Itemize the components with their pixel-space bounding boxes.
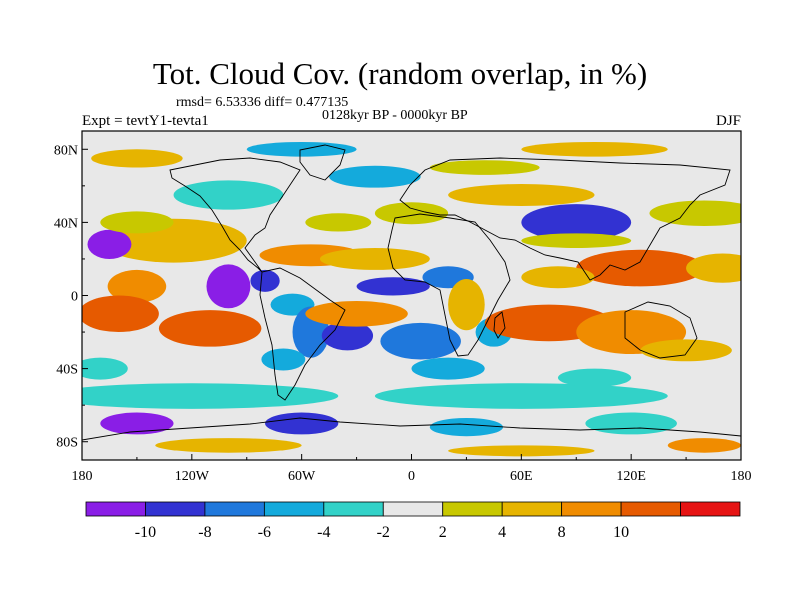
anomaly-patch-35 <box>429 160 540 175</box>
anomaly-patch-16 <box>305 300 408 327</box>
anomaly-patch-6 <box>206 264 251 309</box>
anomaly-patch-33 <box>329 165 421 188</box>
anomaly-patch-48 <box>82 357 128 380</box>
anomaly-patch-31 <box>649 200 741 227</box>
anomaly-patch-45 <box>667 438 741 453</box>
colorbar-label-8: 10 <box>613 524 629 541</box>
anomaly-patch-5 <box>100 211 174 234</box>
anomaly-patch-38 <box>91 149 183 168</box>
colorbar: -10 -8 -6 -4 -2 2 4 8 10 <box>85 501 741 541</box>
colorbar-swatch-1 <box>145 501 206 517</box>
period-text: 0128kyr BP - 0000kyr BP <box>322 108 468 123</box>
coastline-south-america <box>259 267 346 401</box>
anomaly-patch-11 <box>261 348 306 371</box>
coastline-madagascar <box>493 311 506 339</box>
experiment-label: Expt = tevtY1-tevta1 <box>82 113 209 129</box>
anomaly-patch-49 <box>557 368 632 387</box>
anomaly-patch-18 <box>380 322 461 360</box>
anomaly-patch-37 <box>521 141 668 157</box>
lat-label-1: 40N <box>54 216 78 231</box>
anomaly-patch-0 <box>107 269 167 303</box>
colorbar-label-2: -6 <box>258 524 271 541</box>
colorbar-swatch-8 <box>561 501 622 517</box>
season-label: DJF <box>715 113 741 129</box>
colorbar-label-1: -8 <box>198 524 211 541</box>
colorbar-label-6: 4 <box>498 524 506 541</box>
latitude-axis: 80N 40N 0 40S 80S <box>54 143 88 451</box>
anomaly-patch-44 <box>585 412 677 435</box>
longitude-axis: 180 120W 60W 0 60E 120E 180 <box>72 454 752 484</box>
anomaly-patch-46 <box>155 438 302 453</box>
coastline-greenland <box>299 144 346 181</box>
anomaly-patch-15 <box>374 202 449 225</box>
anomaly-patch-43 <box>429 417 504 437</box>
coastline-north-america <box>169 157 301 273</box>
lat-label-2: 0 <box>71 290 78 305</box>
colorbar-swatch-3 <box>263 501 325 517</box>
colorbar-label-7: 8 <box>558 524 566 541</box>
colorbar-swatch-5 <box>382 501 444 517</box>
anomaly-patch-30 <box>686 253 741 283</box>
anomaly-patch-14 <box>305 213 372 232</box>
map-area: 80N 40N 0 40S 80S 180 120W 60W 0 60E 120E 180 <box>54 130 752 484</box>
colorbar-swatch-10 <box>680 501 741 517</box>
colorbar-swatch-9 <box>620 501 681 517</box>
colorbar-swatch-6 <box>442 501 503 517</box>
coastline-australia <box>624 301 698 359</box>
coastline-eurasia <box>399 157 731 281</box>
anomaly-patch-17 <box>356 277 430 296</box>
colorbar-swatch-7 <box>501 501 563 517</box>
anomaly-patch-13 <box>319 247 430 270</box>
coastline-antarctica <box>82 417 741 441</box>
anomaly-patch-34 <box>173 180 284 210</box>
cloud-anomaly-field <box>82 141 741 457</box>
colorbar-swatch-4 <box>323 501 384 517</box>
anomaly-patch-28 <box>576 249 705 287</box>
lon-label-3: 0 <box>408 469 415 484</box>
coastlines <box>82 144 741 441</box>
anomaly-patch-4 <box>87 229 132 259</box>
anomaly-patch-1 <box>82 295 159 333</box>
lon-label-1: 120W <box>175 469 210 484</box>
anomaly-patch-19 <box>411 357 485 380</box>
anomaly-patch-21 <box>448 279 485 331</box>
lon-label-5: 120E <box>616 469 646 484</box>
anomaly-patch-2 <box>158 310 262 347</box>
lat-label-4: 80S <box>56 436 78 451</box>
lon-label-2: 60W <box>288 469 316 484</box>
chart-title: Tot. Cloud Cov. (random overlap, in %) <box>152 56 648 91</box>
anomaly-patch-32 <box>448 184 595 206</box>
anomaly-patch-25 <box>640 339 732 362</box>
lon-label-0: 180 <box>72 469 93 484</box>
colorbar-swatch-2 <box>204 501 265 517</box>
colorbar-label-0: -10 <box>135 524 156 541</box>
anomaly-patch-40 <box>374 383 668 409</box>
coastline-africa <box>387 213 511 357</box>
lat-label-0: 80N <box>54 143 78 158</box>
colorbar-swatch-0 <box>85 501 146 517</box>
anomaly-patch-41 <box>100 412 174 435</box>
anomaly-patch-42 <box>265 412 339 435</box>
anomaly-patch-47 <box>448 445 595 457</box>
anomaly-patch-27 <box>521 233 632 248</box>
anomaly-patch-7 <box>250 269 280 292</box>
lon-label-4: 60E <box>510 469 533 484</box>
anomaly-patch-39 <box>82 383 339 409</box>
colorbar-label-5: 2 <box>439 524 447 541</box>
anomaly-patch-29 <box>521 266 595 289</box>
lat-label-3: 40S <box>56 363 78 378</box>
anomaly-patch-10 <box>321 321 374 351</box>
lon-label-6: 180 <box>731 469 752 484</box>
colorbar-label-4: -2 <box>377 524 390 541</box>
stats-text: rmsd= 6.53336 diff= 0.477135 <box>176 95 349 110</box>
anomaly-patch-26 <box>521 204 632 241</box>
colorbar-label-3: -4 <box>317 524 330 541</box>
